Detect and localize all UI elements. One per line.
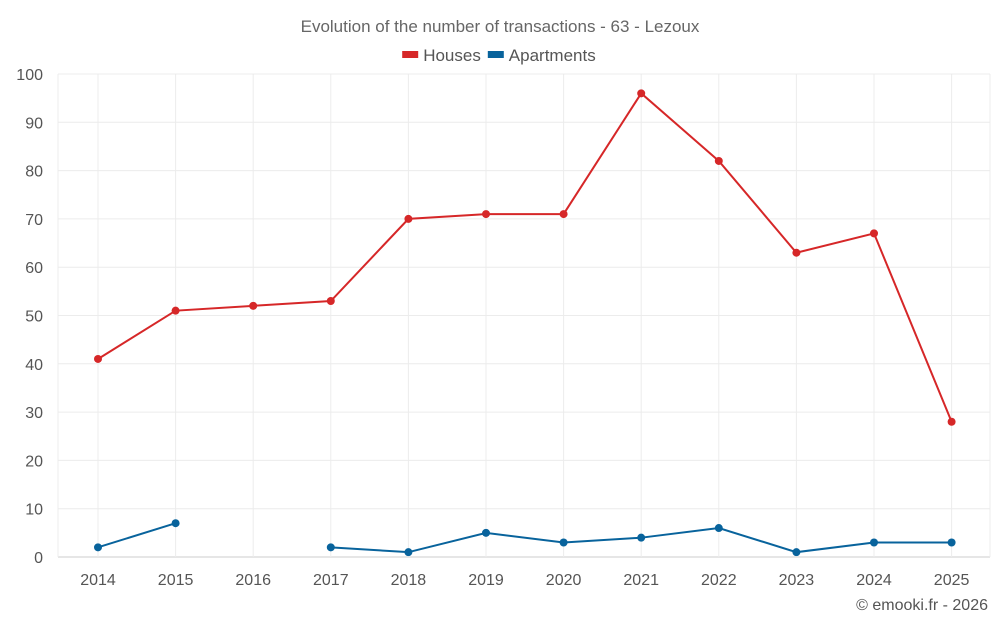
houses-legend-swatch xyxy=(402,51,419,58)
chart-title: Evolution of the number of transactions … xyxy=(301,17,700,36)
legend: Houses Apartments xyxy=(402,46,596,65)
apartments-series-line xyxy=(97,522,176,549)
houses-legend-label[interactable]: Houses xyxy=(423,46,481,65)
houses-point-2017[interactable] xyxy=(326,297,335,306)
x-tick-label: 2023 xyxy=(779,572,815,589)
y-tick-label: 30 xyxy=(25,405,43,422)
x-axis: 2014 2015 2016 2017 2018 2019 2020 2021 2022 2023… xyxy=(80,572,969,589)
x-tick-label: 2017 xyxy=(313,572,349,589)
houses-point-2025[interactable] xyxy=(947,417,956,426)
x-tick-label: 2022 xyxy=(701,572,737,589)
apartments-point-2022[interactable] xyxy=(714,524,723,533)
y-tick-label: 0 xyxy=(34,550,43,567)
y-tick-label: 60 xyxy=(25,260,43,277)
x-tick-label: 2020 xyxy=(546,572,582,589)
apartments-point-2023[interactable] xyxy=(792,548,801,557)
x-tick-label: 2018 xyxy=(391,572,427,589)
x-tick-label: 2014 xyxy=(80,572,116,589)
gridlines xyxy=(57,73,991,558)
houses-point-2015[interactable] xyxy=(171,306,180,315)
credit-text: © emooki.fr - 2026 xyxy=(856,597,988,614)
houses-point-2023[interactable] xyxy=(792,248,801,257)
x-tick-label: 2024 xyxy=(856,572,892,589)
y-tick-label: 70 xyxy=(25,212,43,229)
apartments-point-2015[interactable] xyxy=(171,519,180,528)
houses-point-2019[interactable] xyxy=(482,210,490,219)
y-axis: 0 10 20 30 40 50 60 70 80 90 100 xyxy=(16,67,43,567)
y-tick-label: 90 xyxy=(25,115,43,132)
apartments-point-2014[interactable] xyxy=(94,543,102,552)
plot-area xyxy=(94,89,956,557)
x-tick-label: 2019 xyxy=(468,572,504,589)
apartments-legend-swatch xyxy=(487,51,504,58)
y-tick-label: 10 xyxy=(25,502,43,519)
houses-point-2022[interactable] xyxy=(714,156,723,165)
apartments-legend-label[interactable]: Apartments xyxy=(509,46,596,65)
x-tick-label: 2015 xyxy=(158,572,194,589)
houses-point-2014[interactable] xyxy=(94,354,102,363)
apartments-point-2019[interactable] xyxy=(482,528,490,537)
apartments-point-2021[interactable] xyxy=(637,533,646,542)
houses-point-2024[interactable] xyxy=(870,229,878,238)
y-tick-label: 100 xyxy=(16,67,43,84)
x-tick-label: 2021 xyxy=(623,572,659,589)
x-tick-label: 2025 xyxy=(934,572,970,589)
houses-point-2020[interactable] xyxy=(559,210,568,219)
apartments-point-2024[interactable] xyxy=(870,538,878,547)
houses-point-2016[interactable] xyxy=(249,301,258,310)
apartments-point-2018[interactable] xyxy=(404,548,413,557)
x-tick-label: 2016 xyxy=(235,572,271,589)
y-tick-label: 80 xyxy=(25,164,43,181)
apartments-point-2025[interactable] xyxy=(947,538,956,547)
y-tick-label: 50 xyxy=(25,309,43,326)
houses-series-line xyxy=(97,91,953,423)
y-tick-label: 20 xyxy=(25,453,43,470)
apartments-point-2020[interactable] xyxy=(559,538,568,547)
y-tick-label: 40 xyxy=(25,357,43,374)
apartments-point-2017[interactable] xyxy=(326,543,335,552)
houses-point-2021[interactable] xyxy=(637,89,646,98)
houses-point-2018[interactable] xyxy=(404,214,413,223)
